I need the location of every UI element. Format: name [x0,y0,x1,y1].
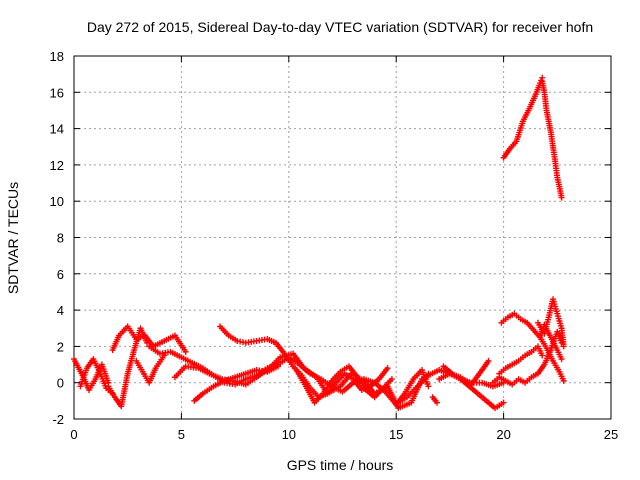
data-point [425,370,432,377]
data-point [538,77,545,84]
series-track-20 [500,74,546,161]
series-track-5 [133,352,168,386]
grid [74,56,611,419]
data-marks [71,74,567,412]
series-track-12 [429,394,441,406]
data-point [388,376,395,383]
data-point [182,348,189,355]
data-point [500,399,507,406]
x-tick-label: 20 [496,427,510,442]
y-tick-label: 0 [57,376,64,391]
data-point [384,365,391,372]
series-track-16 [496,343,546,377]
y-tick-label: -2 [52,412,64,427]
series-track-3 [105,325,151,410]
data-point [485,357,492,364]
y-axis-label: SDTVAR / TECUs [5,182,21,294]
y-tick-label: 8 [57,231,64,246]
chart-title: Day 272 of 2015, Sidereal Day-to-day VTE… [87,19,593,35]
tick-labels: 0 5 10 15 20 25 -2 0 2 4 6 8 10 12 14 16 18 [50,49,619,442]
data-point [560,377,567,384]
series-track-10 [294,363,395,406]
plot-frame [73,55,612,420]
data-point [275,363,282,370]
y-tick-label: 6 [57,267,64,282]
series-track-14 [436,357,492,388]
y-tick-label: 12 [50,158,64,173]
series-track-8 [191,363,282,404]
y-tick-label: 16 [50,85,64,100]
x-tick-label: 25 [604,427,618,442]
data-point [434,399,441,406]
y-tick-label: 18 [50,49,64,64]
data-point [539,352,546,359]
x-tick-label: 15 [389,427,403,442]
series-track-11 [393,366,432,408]
y-tick-label: 14 [50,122,64,137]
data-point [425,383,432,390]
series-track-21 [539,78,565,201]
x-tick-label: 10 [282,427,296,442]
data-point [558,194,565,201]
y-tick-label: 10 [50,194,64,209]
x-tick-label: 0 [70,427,77,442]
x-tick-label: 5 [178,427,185,442]
y-tick-label: 4 [57,303,64,318]
x-axis-label: GPS time / hours [287,457,394,473]
series-track-4 [109,323,189,355]
series-track-19 [537,321,565,363]
data-point [558,356,565,363]
series-track-18 [534,296,567,350]
series-track-15 [489,328,565,388]
data-point [560,343,567,350]
series-track-2 [77,356,116,397]
y-tick-label: 2 [57,339,64,354]
